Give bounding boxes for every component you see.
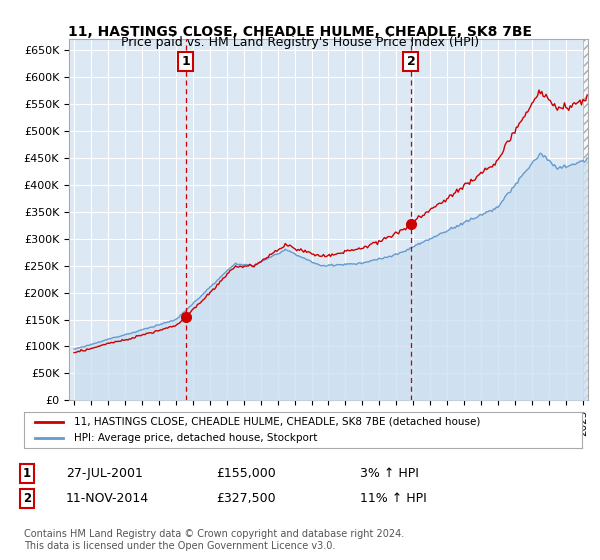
Text: 11-NOV-2014: 11-NOV-2014: [66, 492, 149, 505]
Text: Contains HM Land Registry data © Crown copyright and database right 2024.
This d: Contains HM Land Registry data © Crown c…: [24, 529, 404, 551]
Text: £327,500: £327,500: [216, 492, 275, 505]
Text: HPI: Average price, detached house, Stockport: HPI: Average price, detached house, Stoc…: [74, 433, 317, 443]
Text: 11% ↑ HPI: 11% ↑ HPI: [360, 492, 427, 505]
Text: 1: 1: [23, 466, 31, 480]
Text: 3% ↑ HPI: 3% ↑ HPI: [360, 466, 419, 480]
Text: 2: 2: [23, 492, 31, 505]
Text: Price paid vs. HM Land Registry's House Price Index (HPI): Price paid vs. HM Land Registry's House …: [121, 36, 479, 49]
Text: 11, HASTINGS CLOSE, CHEADLE HULME, CHEADLE, SK8 7BE: 11, HASTINGS CLOSE, CHEADLE HULME, CHEAD…: [68, 25, 532, 39]
Text: £155,000: £155,000: [216, 466, 276, 480]
Text: 2: 2: [407, 55, 415, 68]
Text: 11, HASTINGS CLOSE, CHEADLE HULME, CHEADLE, SK8 7BE (detached house): 11, HASTINGS CLOSE, CHEADLE HULME, CHEAD…: [74, 417, 481, 427]
Text: 27-JUL-2001: 27-JUL-2001: [66, 466, 143, 480]
Text: 1: 1: [181, 55, 190, 68]
